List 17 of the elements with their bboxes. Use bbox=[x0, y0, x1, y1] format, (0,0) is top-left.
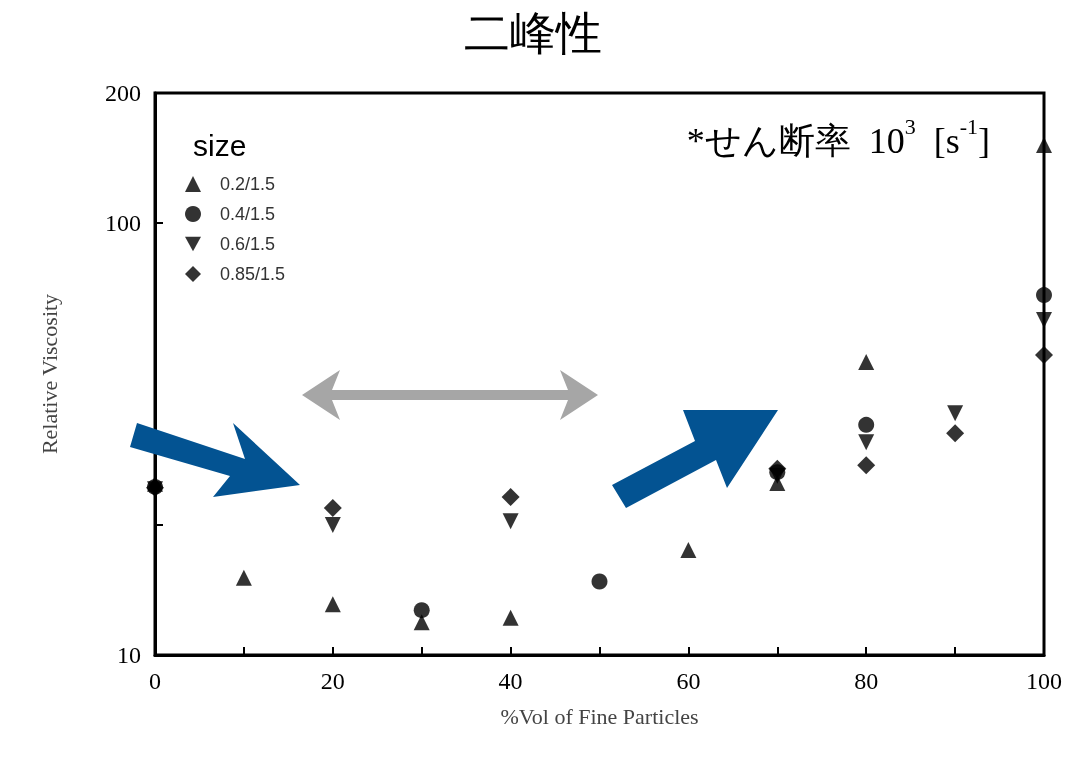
x-tick-label: 80 bbox=[854, 668, 879, 694]
legend-label: 0.6/1.5 bbox=[220, 234, 276, 254]
x-tick-label: 20 bbox=[320, 668, 345, 694]
legend-label: 0.4/1.5 bbox=[220, 204, 276, 224]
chart-title: 二峰性 bbox=[463, 7, 602, 59]
y-tick-label: 200 bbox=[105, 80, 141, 106]
x-tick-label: 40 bbox=[498, 668, 523, 694]
x-tick-label: 60 bbox=[676, 668, 701, 694]
x-tick-label: 100 bbox=[1026, 668, 1062, 694]
legend-label: 0.85/1.5 bbox=[220, 264, 286, 284]
y-tick-label: 10 bbox=[117, 642, 141, 668]
x-axis-title: %Vol of Fine Particles bbox=[500, 703, 699, 729]
y-axis-title: Relative Viscosity bbox=[36, 293, 62, 455]
y-tick-label: 100 bbox=[105, 210, 141, 237]
legend-title: size bbox=[193, 128, 247, 162]
x-tick-label: 0 bbox=[149, 668, 161, 694]
legend-label: 0.2/1.5 bbox=[220, 174, 276, 194]
